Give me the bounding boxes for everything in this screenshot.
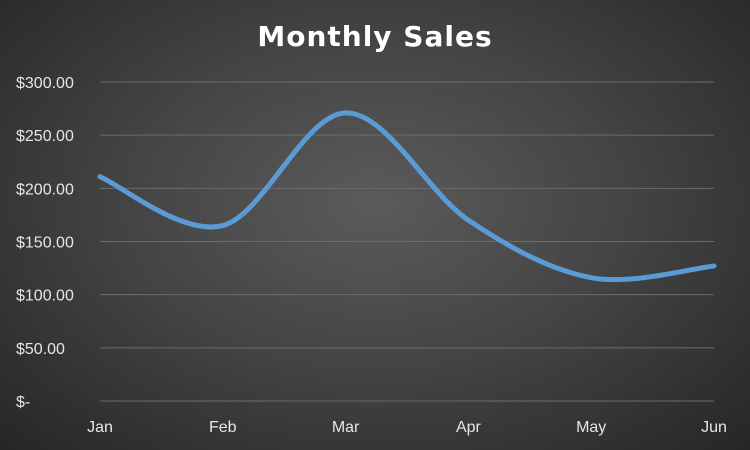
y-tick-label: $150.00: [16, 235, 74, 252]
y-tick-label: $250.00: [16, 128, 74, 145]
y-tick-label: $200.00: [16, 181, 74, 198]
x-axis-tick-labels: Jan Feb Mar Apr May Jun: [87, 419, 727, 436]
series-line: [97, 110, 717, 283]
x-tick-label: Jan: [87, 419, 113, 436]
y-tick-label: $300.00: [16, 75, 74, 92]
y-axis-tick-labels: $- $50.00 $100.00 $150.00 $200.00 $250.00 $300…: [16, 75, 74, 411]
gridlines: [100, 81, 714, 402]
x-tick-label: Mar: [332, 419, 360, 436]
series-layer: [97, 110, 717, 283]
y-tick-label: $100.00: [16, 288, 74, 305]
chart-title: Monthly Sales: [257, 20, 492, 53]
x-tick-label: Apr: [456, 419, 482, 436]
y-tick-label: $-: [16, 394, 30, 411]
x-tick-label: Jun: [701, 419, 727, 436]
x-tick-label: May: [576, 419, 606, 436]
y-tick-label: $50.00: [16, 341, 65, 358]
x-tick-label: Feb: [209, 419, 237, 436]
